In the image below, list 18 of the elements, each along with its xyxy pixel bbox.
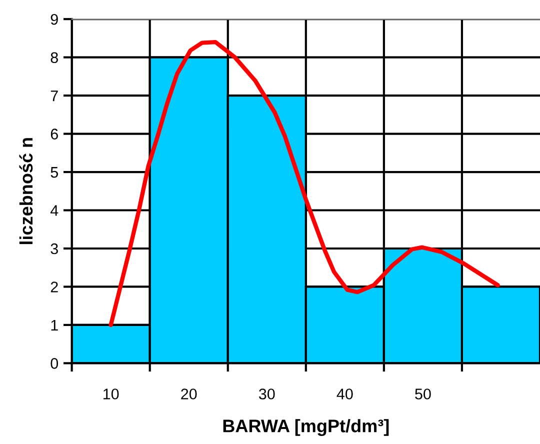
x-axis-title: BARWA [mgPt/dm³] — [223, 419, 389, 436]
y-tick-label: 9 — [50, 14, 58, 25]
y-tick-label: 0 — [50, 358, 58, 369]
x-tick-label: 40 — [336, 388, 353, 400]
y-tick-label: 5 — [50, 167, 58, 178]
x-tick-label: 50 — [415, 388, 431, 400]
y-tick-label: 4 — [50, 205, 58, 216]
y-tick-label: 8 — [50, 52, 58, 64]
x-tick-label: 20 — [181, 388, 197, 400]
y-tick-label: 1 — [51, 320, 58, 330]
y-tick-label: 6 — [50, 128, 58, 140]
y-tick-label: 3 — [50, 243, 58, 254]
line-series — [108, 40, 500, 328]
x-tick-label: 10 — [104, 388, 119, 400]
y-tick-label: 2 — [50, 282, 58, 292]
x-tick-label: 30 — [258, 388, 275, 400]
y-axis-title: liczebność n — [19, 138, 33, 244]
y-tick-label: 7 — [50, 90, 58, 102]
